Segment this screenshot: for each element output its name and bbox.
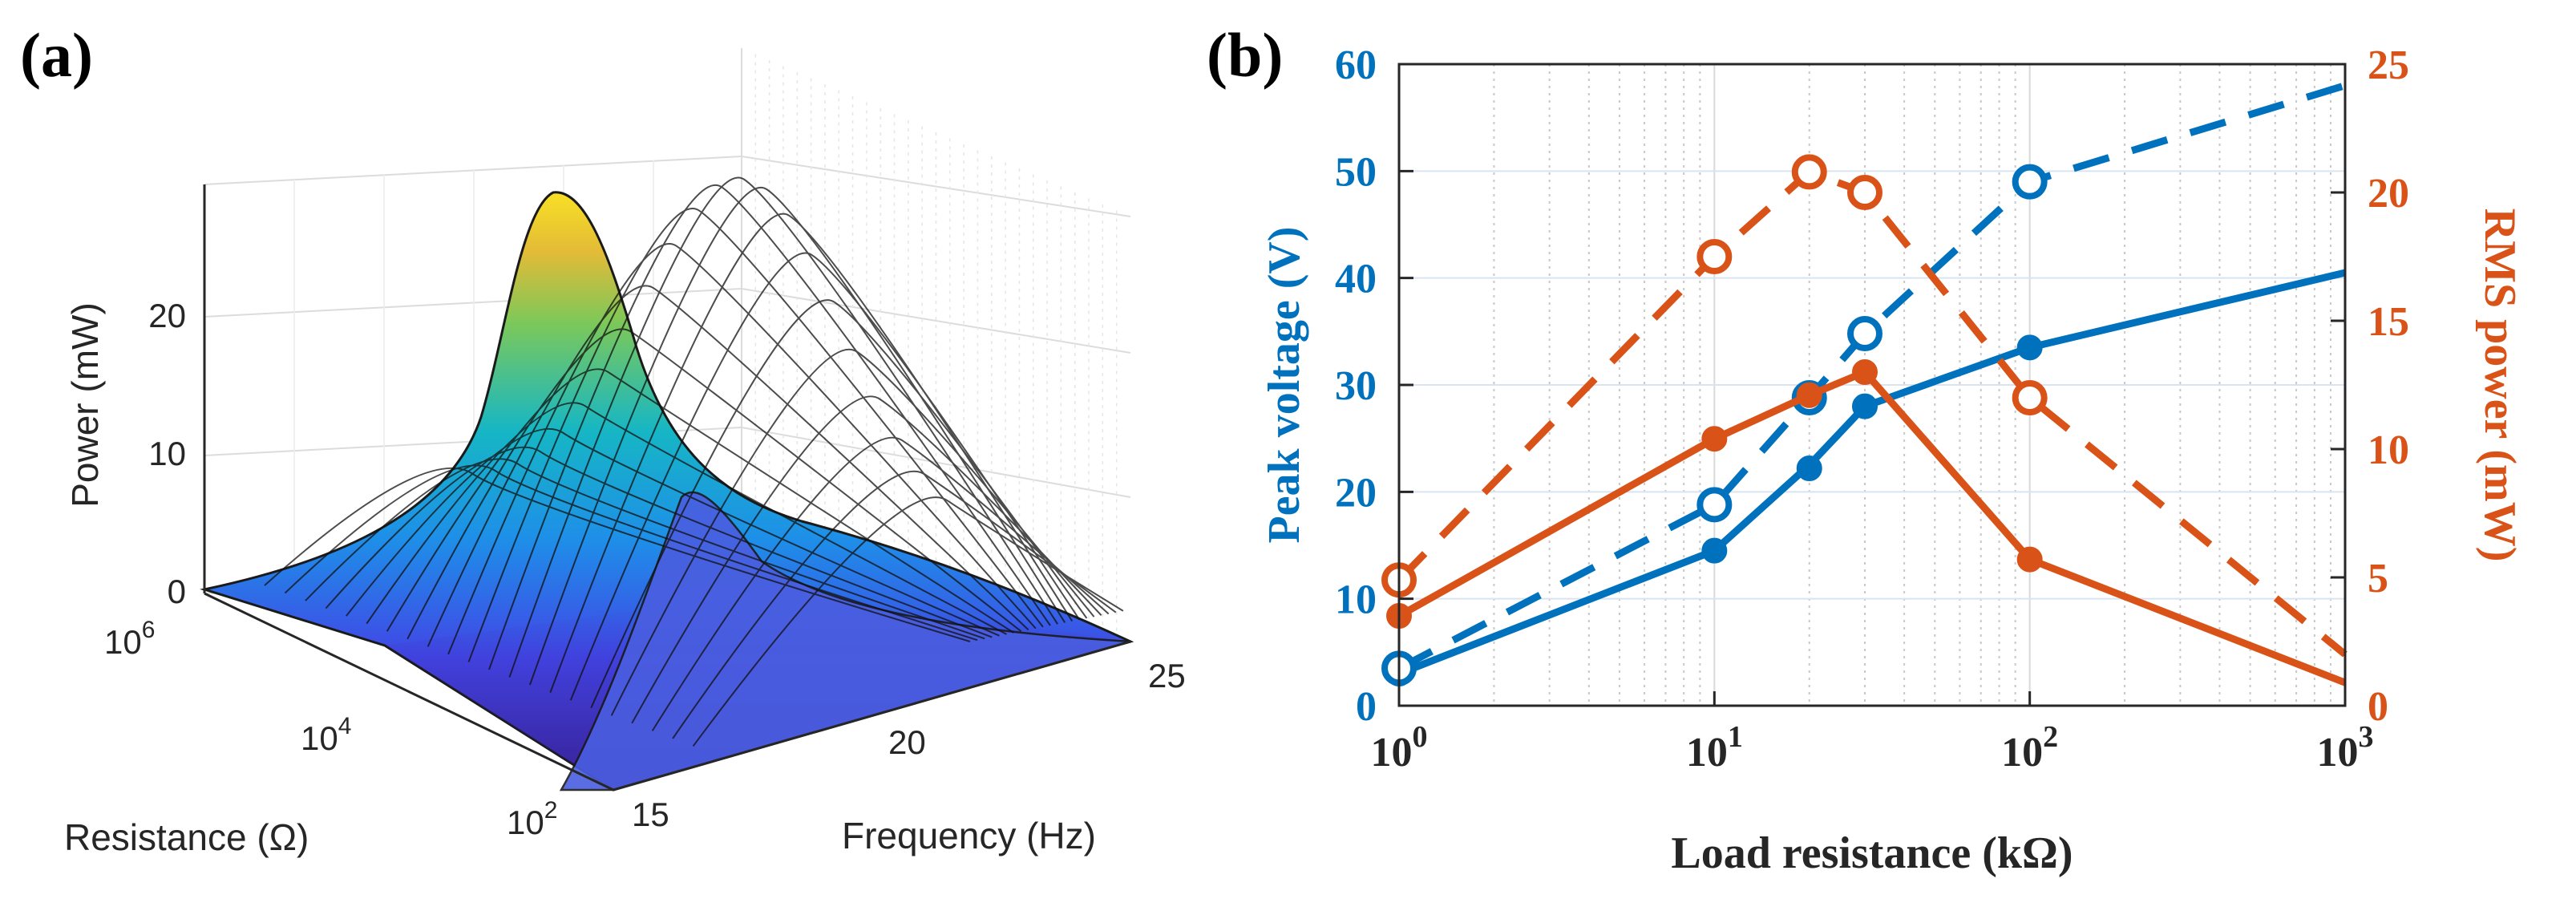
- panel-a-surface-plot: (a): [20, 20, 1186, 858]
- mesh-line: [610, 348, 1095, 716]
- data-point-filled: [2016, 334, 2043, 361]
- series-line: [1397, 82, 2347, 672]
- panel-b-ylabel-left: Peak voltage (V): [1260, 226, 1309, 543]
- data-point-open: [2012, 380, 2048, 415]
- left-tick-label: 40: [1335, 257, 1377, 302]
- mesh-line: [508, 176, 1058, 678]
- data-point-filled: [1852, 359, 1878, 385]
- right-tick-label: 5: [2368, 556, 2388, 601]
- series-line: [1397, 269, 2347, 678]
- panel-a-res-label: Resistance (Ω): [64, 816, 309, 858]
- mesh-line: [264, 467, 971, 642]
- data-point-filled: [1701, 537, 1728, 564]
- series-5: [1396, 168, 2348, 658]
- data-point-filled: [1796, 382, 1822, 408]
- left-tick-label: 0: [1356, 684, 1377, 730]
- series-0: [1397, 269, 2347, 678]
- panel-a-axes: [203, 184, 1131, 792]
- right-tick-label: 15: [2368, 299, 2409, 345]
- series-1: [1397, 82, 2347, 672]
- mesh-line: [467, 208, 1044, 662]
- right-tick-label: 20: [2368, 171, 2409, 217]
- panel-a-restick-1e2: 102: [507, 797, 557, 841]
- mesh-line: [651, 436, 1110, 731]
- panel-a-mesh-lines: [264, 176, 1124, 747]
- right-tick-label: 0: [2368, 684, 2388, 730]
- data-point-filled: [1796, 456, 1822, 481]
- panel-a-freqtick-20: 20: [888, 723, 926, 761]
- panel-b-ylabel-right: RMS power (mW): [2475, 209, 2525, 562]
- panel-a-side-grid: [754, 54, 1118, 639]
- panel-a-z-ticks: 0 10 20: [148, 297, 186, 610]
- panel-b-grid: [1398, 63, 2346, 707]
- data-point-open: [1847, 316, 1883, 351]
- mesh-line: [346, 427, 1000, 637]
- left-tick-label: 20: [1335, 470, 1377, 516]
- panel-a-freq-ticks: 15 20 25: [632, 657, 1186, 833]
- mesh-line: [386, 368, 1015, 634]
- mesh-line: [305, 458, 985, 640]
- mesh-line: [692, 496, 1124, 747]
- panel-a-label: (a): [20, 20, 93, 90]
- series-line: [1397, 368, 2347, 686]
- left-tick-label: 50: [1335, 149, 1377, 195]
- panel-a-restick-1e6: 106: [104, 617, 155, 661]
- left-tick-label: 30: [1335, 363, 1377, 409]
- data-point-open: [2012, 164, 2048, 200]
- right-tick-label: 10: [2368, 427, 2409, 473]
- x-tick-label: 101: [1686, 720, 1743, 775]
- x-tick-label: 103: [2317, 720, 2374, 775]
- left-tick-label: 10: [1335, 577, 1377, 623]
- series-6: [1386, 359, 2043, 629]
- mesh-line: [427, 285, 1029, 647]
- mesh-line: [631, 395, 1102, 724]
- mesh-line: [325, 446, 993, 638]
- x-tick-label: 100: [1371, 720, 1428, 775]
- mesh-line: [406, 328, 1022, 640]
- mesh-line: [366, 402, 1007, 635]
- data-point-open: [1696, 239, 1733, 274]
- data-point-filled: [2016, 546, 2043, 573]
- right-tick-label: 25: [2368, 43, 2409, 88]
- mesh-line: [672, 470, 1117, 739]
- data-point-filled: [1701, 426, 1728, 452]
- series-line: [1396, 168, 2348, 658]
- panel-a-freq-label: Frequency (Hz): [842, 815, 1096, 856]
- mesh-line: [447, 243, 1037, 655]
- data-point-open: [1847, 175, 1883, 210]
- mesh-line: [569, 252, 1081, 701]
- panel-a-surface: [200, 191, 1134, 792]
- panel-a-freqtick-25: 25: [1148, 657, 1186, 694]
- panel-a-zlabel: Power (mW): [64, 302, 106, 508]
- panel-b-ticks: 0 10 20 30 40 50 60 0 5 10 15 20 25 100 101 102 103: [1335, 43, 2409, 775]
- x-tick-label: 102: [2001, 720, 2058, 775]
- data-point-filled: [1852, 393, 1878, 419]
- panel-a-freqtick-15: 15: [632, 796, 669, 833]
- data-point-open: [1696, 487, 1733, 523]
- left-tick-label: 60: [1335, 43, 1377, 88]
- panel-a-res-ticks: 106 104 102: [104, 617, 557, 841]
- panel-b-label: (b): [1207, 20, 1283, 90]
- series-4: [1397, 368, 2347, 686]
- panel-a-ztick-20: 20: [148, 297, 186, 334]
- panel-b-xlabel: Load resistance (kΩ): [1671, 828, 2073, 878]
- mesh-line: [590, 299, 1088, 709]
- data-point-open: [1791, 154, 1827, 190]
- panel-a-ztick-10: 10: [148, 435, 186, 472]
- panel-a-restick-1e4: 104: [301, 713, 351, 757]
- panel-a-ztick-0: 0: [168, 573, 186, 610]
